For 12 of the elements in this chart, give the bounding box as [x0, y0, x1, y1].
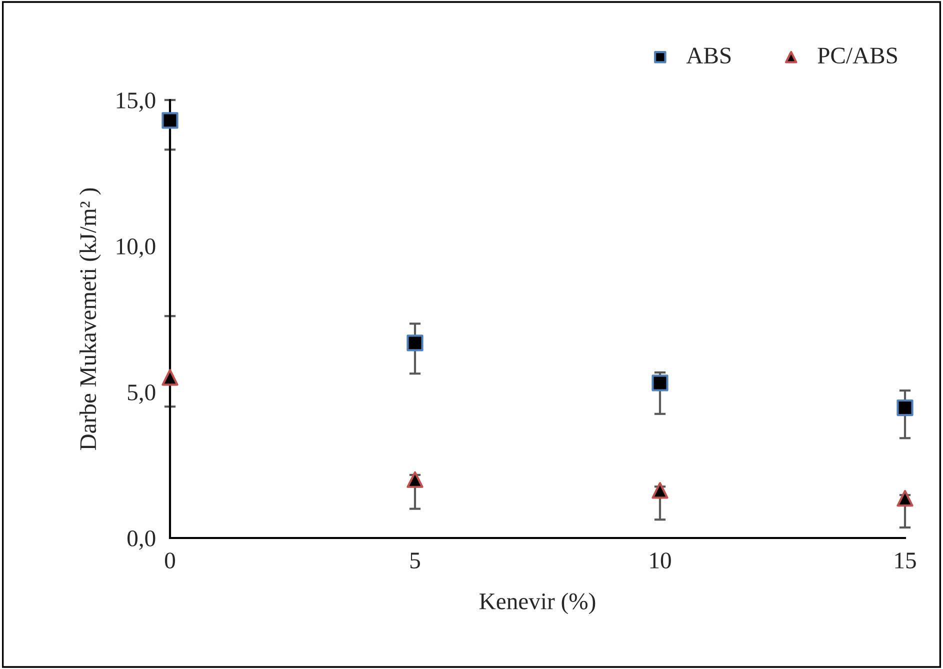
x-tick-label: 10: [650, 552, 671, 569]
y-tick-label: 0,0: [127, 530, 156, 550]
x-tick-label: 0: [164, 552, 176, 569]
y-tick-label: 10,0: [116, 238, 156, 258]
legend-label: ABS: [686, 48, 731, 64]
x-tick-label: 5: [410, 552, 420, 569]
legend-label: PC/ABS: [818, 48, 897, 64]
y-tick-label: 15,0: [116, 92, 156, 112]
x-tick-label: 15: [895, 552, 916, 569]
y-axis-title: Darbe Mukavemeti (kJ/m² ): [79, 188, 101, 450]
y-tick-label: 5,0: [128, 384, 156, 404]
x-axis-title: Kenevir (%): [480, 592, 596, 614]
